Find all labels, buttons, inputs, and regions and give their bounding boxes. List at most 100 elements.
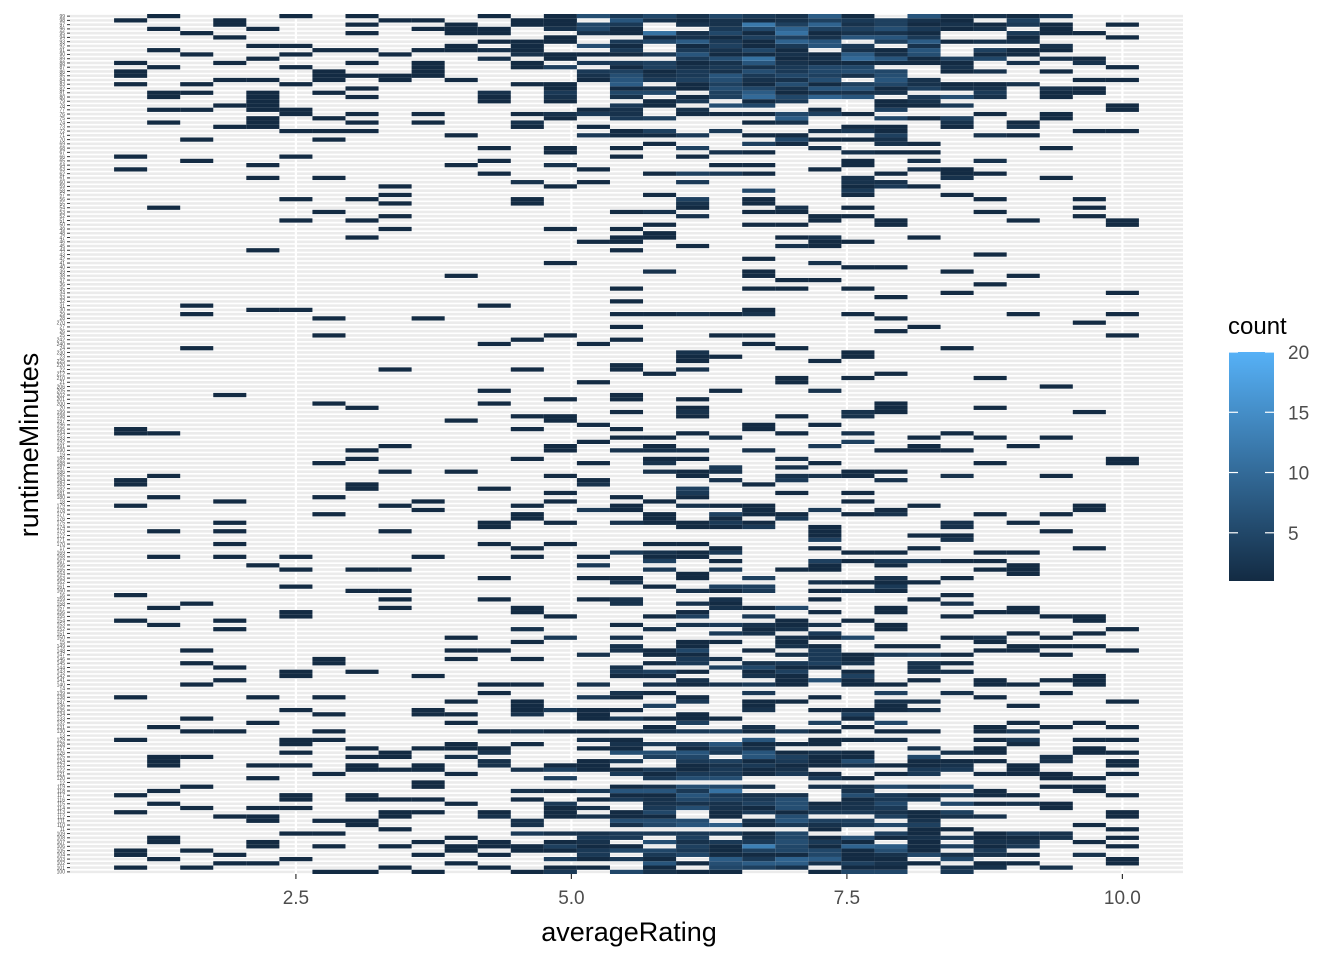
y-tick-label: 72 [59, 129, 65, 135]
heatmap-tile [643, 742, 677, 747]
heatmap-tile [841, 763, 875, 768]
heatmap-tile [411, 73, 445, 78]
y-tick-label: 181 [57, 491, 66, 497]
heatmap-tile [874, 39, 908, 44]
heatmap-tile [609, 831, 644, 836]
heatmap-tile [874, 763, 908, 768]
heatmap-tile [676, 354, 710, 359]
heatmap-tile [1039, 724, 1073, 730]
y-tick-label: 129 [57, 738, 66, 744]
heatmap-tile [378, 18, 412, 23]
heatmap-tile [808, 35, 842, 40]
heatmap-tile [643, 60, 677, 66]
heatmap-tile [676, 52, 710, 57]
heatmap-tile [676, 661, 710, 666]
heatmap-tile [609, 116, 644, 121]
heatmap-tile [841, 635, 875, 640]
heatmap-tile [543, 839, 577, 845]
heatmap-tile [676, 639, 710, 645]
heatmap-tile [874, 222, 908, 227]
y-tick-label: 151 [57, 631, 66, 637]
heatmap-tile [643, 456, 677, 462]
heatmap-tile [510, 503, 544, 508]
heatmap-tile [940, 26, 974, 32]
heatmap-tile [543, 499, 577, 504]
heatmap-tile [742, 209, 776, 215]
heatmap-tile [643, 222, 677, 227]
heatmap-tile [543, 150, 577, 155]
heatmap-tile [709, 512, 743, 517]
heatmap-tile [279, 707, 313, 713]
heatmap-tile [709, 784, 743, 789]
heatmap-tile [676, 541, 710, 547]
heatmap-tile [676, 86, 710, 91]
heatmap-tile [676, 818, 710, 823]
heatmap-tile [874, 703, 908, 708]
heatmap-tile [676, 180, 710, 185]
heatmap-tile [411, 507, 445, 513]
heatmap-tile [609, 869, 644, 874]
heatmap-tile [940, 82, 974, 87]
heatmap-tile [874, 69, 908, 74]
heatmap-tile [1072, 90, 1106, 95]
heatmap-tile [907, 839, 941, 845]
heatmap-tile [742, 103, 776, 108]
heatmap-tile [940, 167, 974, 172]
heatmap-tile [345, 111, 379, 117]
heatmap-tile [510, 788, 544, 794]
heatmap-tile [609, 226, 644, 232]
heatmap-tile [808, 31, 842, 36]
y-tick-label: 135 [57, 708, 66, 714]
heatmap-tile [510, 610, 544, 615]
heatmap-tile [643, 869, 677, 874]
heatmap-tile [973, 111, 1007, 117]
y-tick-label: 86 [59, 69, 65, 75]
heatmap-tile [775, 456, 809, 462]
heatmap-tile [1006, 844, 1040, 849]
heatmap-tile [973, 48, 1007, 53]
heatmap-tile [775, 673, 809, 679]
y-tick-label: 156 [57, 610, 66, 616]
heatmap-tile [841, 661, 875, 666]
y-tick-label: 56 [59, 197, 65, 203]
heatmap-tile [279, 52, 313, 57]
heatmap-tile [907, 116, 941, 121]
heatmap-tile [808, 861, 842, 866]
heatmap-tile [874, 60, 908, 66]
heatmap-tile [775, 810, 809, 815]
heatmap-tile [643, 86, 677, 91]
heatmap-tile [609, 111, 644, 117]
heatmap-tile [907, 835, 941, 840]
heatmap-tile [775, 141, 809, 146]
heatmap-tile [874, 729, 908, 734]
heatmap-tile [841, 18, 875, 23]
heatmap-tile [742, 784, 776, 789]
y-tick-label: 15 [59, 640, 65, 646]
heatmap-tile [643, 801, 677, 806]
heatmap-tile [543, 810, 577, 815]
heatmap-tile [576, 746, 610, 751]
heatmap-tile [742, 797, 776, 802]
heatmap-tile [444, 22, 478, 27]
heatmap-tile [907, 82, 941, 87]
heatmap-tile [213, 665, 247, 670]
heatmap-tile [246, 120, 280, 125]
heatmap-tile [312, 128, 346, 134]
heatmap-tile [709, 763, 743, 768]
heatmap-tile [940, 844, 974, 849]
heatmap-tile [1006, 605, 1040, 611]
heatmap-tile [874, 784, 908, 789]
heatmap-tile [543, 52, 577, 57]
heatmap-tile [841, 818, 875, 823]
heatmap-tile [808, 277, 842, 283]
y-tick-label: 79 [59, 99, 65, 105]
y-axis-title: runtimeMinutes [14, 353, 44, 538]
heatmap-tile [576, 856, 610, 862]
heatmap-tile [940, 94, 974, 100]
heatmap-tile [808, 537, 842, 542]
heatmap-tile [1105, 835, 1139, 840]
heatmap-tile [808, 260, 842, 266]
heatmap-tile [609, 18, 644, 23]
y-tick-label: 54 [59, 206, 65, 212]
heatmap-tile [709, 759, 743, 764]
